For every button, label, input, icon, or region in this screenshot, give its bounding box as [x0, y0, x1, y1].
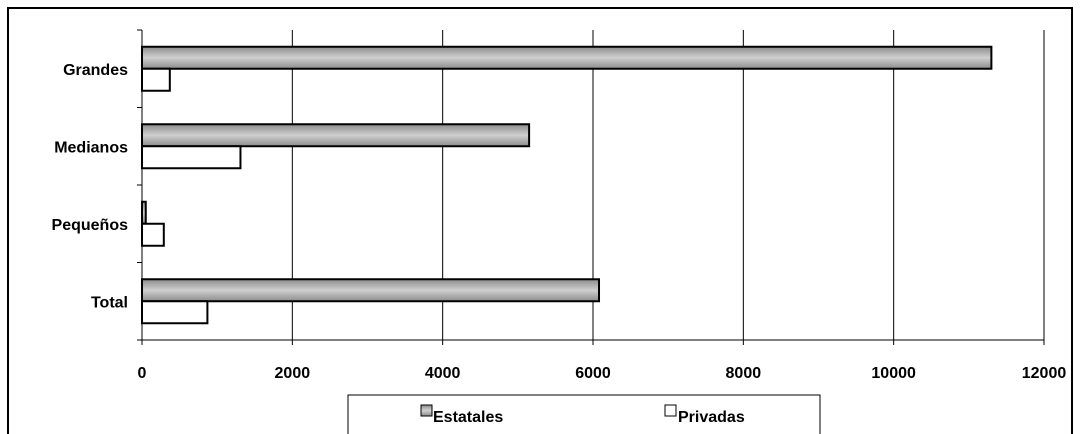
x-tick-label-12000: 12000 [1022, 365, 1067, 382]
bar-estatales-total [141, 278, 601, 303]
legend-swatch-estatales [420, 404, 433, 417]
category-labels: Grandes Medianos Pequeños Total [52, 62, 129, 312]
x-tick-label-2000: 2000 [275, 365, 311, 382]
x-tick-label-6000: 6000 [575, 365, 611, 382]
category-label-pequenos: Pequeños [52, 217, 129, 234]
x-tick-label-10000: 10000 [871, 365, 916, 382]
x-tick-labels: 0 2000 4000 6000 8000 10000 12000 [138, 365, 1067, 382]
category-label-medianos: Medianos [54, 139, 128, 156]
x-tick-label-8000: 8000 [726, 365, 762, 382]
legend: Estatales Privadas [347, 394, 821, 434]
bar-privadas-total [141, 300, 209, 325]
bar-privadas-grandes [141, 67, 171, 92]
bar-estatales-medianos [141, 123, 531, 148]
legend-box [347, 394, 821, 434]
chart-border [7, 7, 1073, 434]
bar-estatales-pequenos [141, 200, 147, 225]
legend-label-estatales: Estatales [433, 409, 503, 426]
x-tick-label-4000: 4000 [425, 365, 461, 382]
category-label-total: Total [91, 294, 128, 311]
x-tick-label-0: 0 [138, 365, 147, 382]
bar-privadas-pequenos [141, 222, 165, 247]
category-label-grandes: Grandes [63, 62, 128, 79]
legend-swatch-privadas [664, 404, 677, 417]
legend-label-privadas: Privadas [678, 409, 745, 426]
y-axis-ticks [137, 29, 142, 341]
bar-privadas-medianos [141, 145, 242, 170]
bars [141, 45, 993, 325]
bar-estatales-grandes [141, 45, 993, 70]
